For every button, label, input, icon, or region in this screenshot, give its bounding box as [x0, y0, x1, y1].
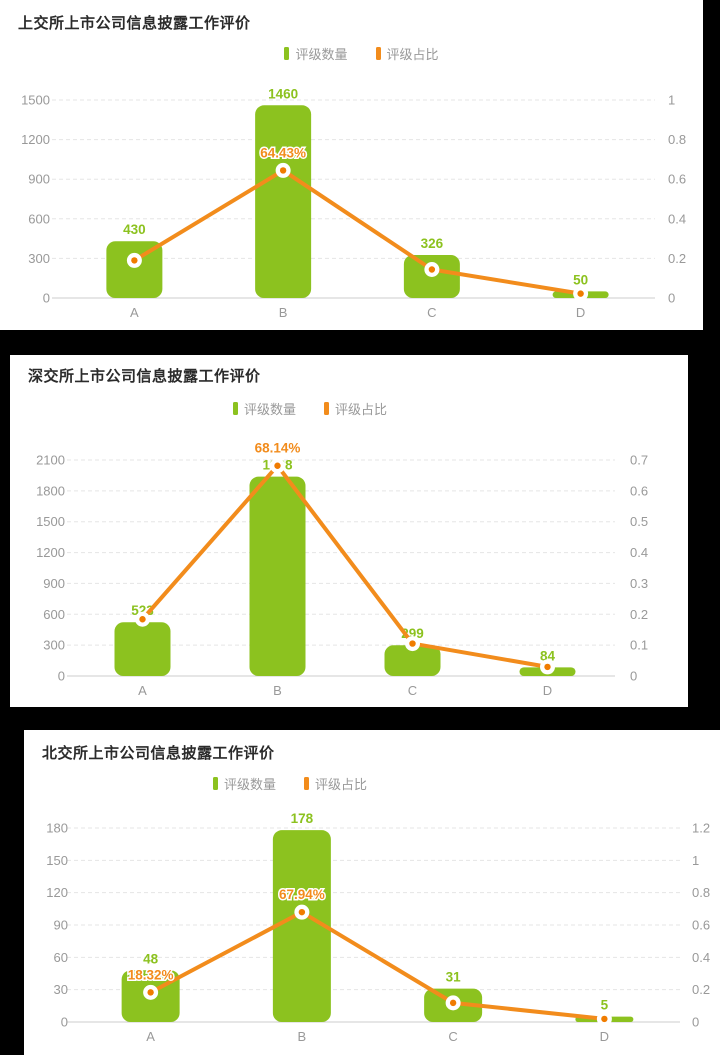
szse-chart-title: 深交所上市公司信息披露工作评价: [28, 368, 261, 385]
svg-text:0: 0: [58, 669, 65, 684]
svg-text:0.3: 0.3: [630, 576, 648, 591]
svg-text:1: 1: [668, 93, 675, 108]
sse-legend: 评级数量 评级占比: [10, 44, 713, 63]
legend-item-ratio[interactable]: 评级占比: [304, 774, 367, 793]
svg-text:0.6: 0.6: [630, 483, 648, 498]
bar-series-marker-icon: [232, 402, 238, 415]
sse-chart-canvas: 0 0 300 0.2 600 0.4 900 0.6 1200 0.8 1500 1 A B C D 430 1…: [21, 86, 686, 320]
svg-text:31: 31: [446, 970, 462, 985]
legend-item-count[interactable]: 评级数量: [284, 44, 348, 63]
svg-text:30: 30: [54, 982, 68, 997]
svg-text:0.5: 0.5: [630, 514, 648, 529]
svg-text:D: D: [576, 305, 585, 320]
svg-text:120: 120: [46, 885, 68, 900]
svg-text:0.1: 0.1: [630, 638, 648, 653]
svg-text:C: C: [408, 683, 417, 698]
svg-text:1460: 1460: [268, 86, 298, 101]
svg-text:180: 180: [46, 821, 68, 836]
svg-text:0: 0: [61, 1015, 68, 1030]
bse-chart-panel: 0 0 30 0.2 60 0.4 90 0.6 120 0.8 150 1 180 1.2 A B C D 48 1…: [24, 730, 720, 1055]
svg-text:900: 900: [28, 172, 50, 187]
svg-text:0.7: 0.7: [630, 453, 648, 468]
svg-text:18.32%: 18.32%: [128, 967, 174, 982]
bar-series-marker-icon: [212, 777, 218, 790]
svg-text:1500: 1500: [21, 93, 50, 108]
svg-text:0: 0: [692, 1015, 699, 1030]
sse-chart-title: 上交所上市公司信息披露工作评价: [18, 15, 251, 32]
svg-text:48: 48: [143, 951, 159, 966]
legend-count-label: 评级数量: [295, 47, 348, 62]
svg-text:0.4: 0.4: [630, 545, 648, 560]
svg-text:2100: 2100: [36, 453, 65, 468]
svg-text:430: 430: [123, 222, 146, 237]
szse-chart-panel: 0 0 300 0.1 600 0.2 900 0.3 1200 0.4 1500 0.5 1800 0.…: [10, 355, 688, 707]
line-series-marker-icon: [304, 777, 309, 790]
legend-item-ratio[interactable]: 评级占比: [324, 399, 387, 418]
svg-text:300: 300: [28, 251, 50, 266]
bse-legend: 评级数量 评级占比: [0, 774, 638, 793]
svg-text:1.2: 1.2: [692, 821, 710, 836]
legend-ratio-label: 评级占比: [315, 777, 368, 792]
svg-text:1800: 1800: [36, 483, 65, 498]
svg-text:67.94%: 67.94%: [279, 887, 325, 902]
svg-text:64.43%: 64.43%: [260, 145, 306, 160]
svg-text:0.8: 0.8: [692, 885, 710, 900]
svg-text:0: 0: [630, 669, 637, 684]
svg-text:326: 326: [421, 236, 444, 251]
svg-text:0: 0: [668, 291, 675, 306]
legend-item-count[interactable]: 评级数量: [232, 399, 296, 418]
svg-text:D: D: [543, 683, 552, 698]
svg-text:60: 60: [54, 950, 68, 965]
legend-count-label: 评级数量: [223, 777, 276, 792]
legend-ratio-label: 评级占比: [335, 402, 388, 417]
svg-text:C: C: [427, 305, 436, 320]
svg-text:A: A: [146, 1029, 155, 1044]
svg-text:B: B: [279, 305, 288, 320]
svg-text:0.6: 0.6: [692, 918, 710, 933]
svg-text:D: D: [600, 1029, 609, 1044]
svg-text:50: 50: [573, 272, 588, 287]
svg-text:0.4: 0.4: [692, 950, 710, 965]
svg-text:B: B: [298, 1029, 307, 1044]
sse-chart-panel: 0 0 300 0.2 600 0.4 900 0.6 1200 0.8 1500 1 A B C D 430 1…: [0, 0, 703, 330]
svg-text:90: 90: [54, 918, 68, 933]
svg-text:1200: 1200: [21, 132, 50, 147]
bse-chart-title: 北交所上市公司信息披露工作评价: [42, 745, 275, 762]
svg-text:84: 84: [540, 648, 556, 663]
svg-text:0.8: 0.8: [668, 132, 686, 147]
legend-item-count[interactable]: 评级数量: [212, 774, 276, 793]
legend-count-label: 评级数量: [243, 402, 296, 417]
legend-item-ratio[interactable]: 评级占比: [375, 44, 439, 63]
line-series-marker-icon: [375, 47, 381, 60]
line-series-marker-icon: [324, 402, 329, 415]
svg-text:0.6: 0.6: [668, 172, 686, 187]
svg-text:1500: 1500: [36, 514, 65, 529]
svg-text:178: 178: [291, 811, 314, 826]
svg-text:0.2: 0.2: [692, 982, 710, 997]
svg-text:0.2: 0.2: [668, 251, 686, 266]
svg-text:A: A: [130, 305, 139, 320]
svg-text:600: 600: [28, 211, 50, 226]
svg-text:0: 0: [43, 291, 50, 306]
svg-text:68.14%: 68.14%: [255, 441, 301, 456]
szse-legend: 评级数量 评级占比: [0, 399, 649, 418]
svg-text:0.2: 0.2: [630, 607, 648, 622]
svg-text:300: 300: [43, 638, 65, 653]
svg-text:A: A: [138, 683, 147, 698]
svg-text:0.4: 0.4: [668, 211, 686, 226]
svg-text:B: B: [273, 683, 282, 698]
szse-chart-canvas: 0 0 300 0.1 600 0.2 900 0.3 1200 0.4 1500 0.5 1800 0.…: [36, 439, 648, 698]
svg-text:600: 600: [43, 607, 65, 622]
svg-text:150: 150: [46, 853, 68, 868]
svg-text:900: 900: [43, 576, 65, 591]
svg-text:C: C: [448, 1029, 457, 1044]
svg-text:1: 1: [692, 853, 699, 868]
svg-text:1200: 1200: [36, 545, 65, 560]
svg-text:5: 5: [601, 998, 609, 1013]
bar-series-marker-icon: [284, 47, 290, 60]
legend-ratio-label: 评级占比: [386, 47, 439, 62]
